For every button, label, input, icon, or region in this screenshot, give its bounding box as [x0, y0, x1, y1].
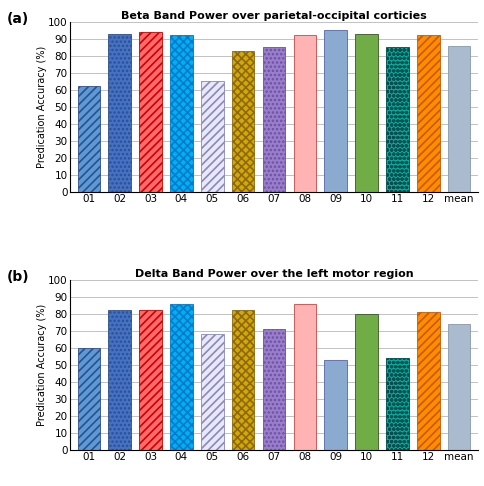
Y-axis label: Predication Accuracy (%): Predication Accuracy (%) [36, 46, 46, 168]
Bar [108, 34, 131, 191]
Bar [170, 304, 192, 450]
Bar [139, 32, 162, 191]
Bar [385, 358, 408, 450]
Title: Delta Band Power over the left motor region: Delta Band Power over the left motor reg… [135, 269, 412, 279]
Bar [447, 324, 469, 450]
Title: Beta Band Power over parietal-occipital corticies: Beta Band Power over parietal-occipital … [121, 11, 426, 21]
Bar [77, 347, 100, 450]
Bar [416, 312, 439, 450]
Bar [416, 35, 439, 191]
Bar [77, 87, 100, 191]
Bar [293, 304, 316, 450]
Bar [385, 47, 408, 191]
Bar [355, 314, 377, 450]
Y-axis label: Predication Accuracy (%): Predication Accuracy (%) [36, 304, 46, 426]
Bar [200, 334, 223, 450]
Bar [324, 30, 347, 191]
Bar [200, 81, 223, 191]
Bar [293, 35, 316, 191]
Bar [262, 329, 285, 450]
Bar [262, 47, 285, 191]
Bar [170, 35, 192, 191]
Bar [447, 46, 469, 191]
Bar [139, 311, 162, 450]
Text: (b): (b) [7, 270, 30, 284]
Bar [108, 311, 131, 450]
Bar [324, 360, 347, 450]
Text: (a): (a) [7, 12, 30, 26]
Bar [231, 311, 254, 450]
Bar [355, 34, 377, 191]
Bar [231, 51, 254, 191]
